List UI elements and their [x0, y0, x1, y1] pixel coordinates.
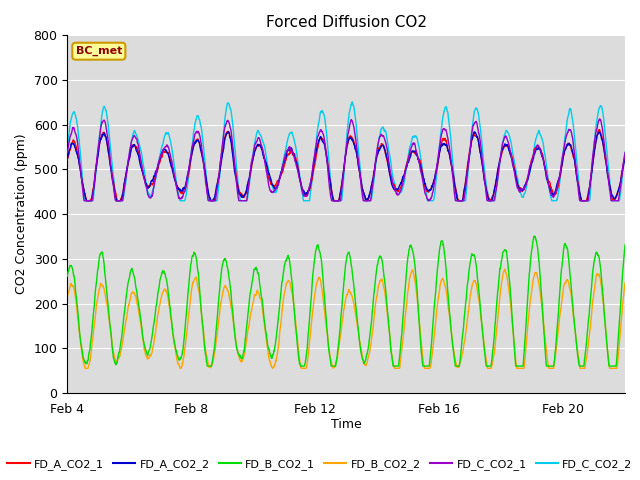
Title: Forced Diffusion CO2: Forced Diffusion CO2 — [266, 15, 427, 30]
Legend: FD_A_CO2_1, FD_A_CO2_2, FD_B_CO2_1, FD_B_CO2_2, FD_C_CO2_1, FD_C_CO2_2: FD_A_CO2_1, FD_A_CO2_2, FD_B_CO2_1, FD_B… — [3, 455, 637, 474]
Text: BC_met: BC_met — [76, 46, 122, 56]
Y-axis label: CO2 Concentration (ppm): CO2 Concentration (ppm) — [15, 134, 28, 294]
X-axis label: Time: Time — [331, 419, 362, 432]
